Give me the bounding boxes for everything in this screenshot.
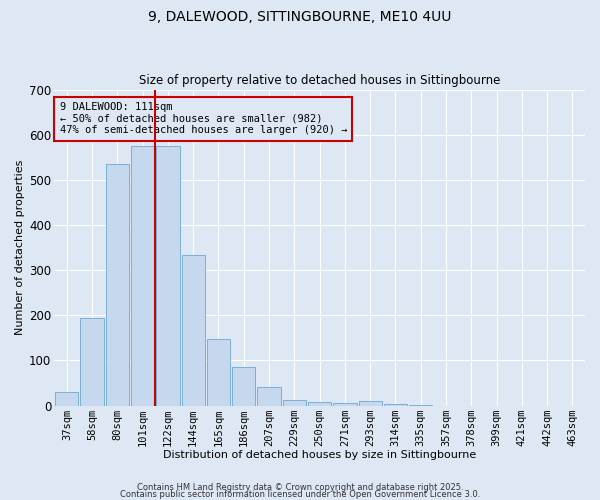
Bar — [283, 400, 306, 406]
Text: Contains public sector information licensed under the Open Government Licence 3.: Contains public sector information licen… — [120, 490, 480, 499]
Text: 9 DALEWOOD: 111sqm
← 50% of detached houses are smaller (982)
47% of semi-detach: 9 DALEWOOD: 111sqm ← 50% of detached hou… — [59, 102, 347, 136]
Bar — [106, 164, 129, 406]
Bar — [80, 318, 104, 406]
Bar — [308, 402, 331, 406]
Bar — [55, 392, 79, 406]
Text: 9, DALEWOOD, SITTINGBOURNE, ME10 4UU: 9, DALEWOOD, SITTINGBOURNE, ME10 4UU — [148, 10, 452, 24]
Bar — [157, 146, 179, 406]
Bar — [333, 404, 356, 406]
Bar — [182, 255, 205, 406]
Bar — [359, 401, 382, 406]
Y-axis label: Number of detached properties: Number of detached properties — [15, 160, 25, 335]
Bar — [131, 146, 154, 406]
Bar — [207, 338, 230, 406]
Title: Size of property relative to detached houses in Sittingbourne: Size of property relative to detached ho… — [139, 74, 500, 87]
Text: Contains HM Land Registry data © Crown copyright and database right 2025.: Contains HM Land Registry data © Crown c… — [137, 484, 463, 492]
Bar — [257, 388, 281, 406]
Bar — [384, 404, 407, 406]
Bar — [232, 367, 256, 406]
X-axis label: Distribution of detached houses by size in Sittingbourne: Distribution of detached houses by size … — [163, 450, 476, 460]
